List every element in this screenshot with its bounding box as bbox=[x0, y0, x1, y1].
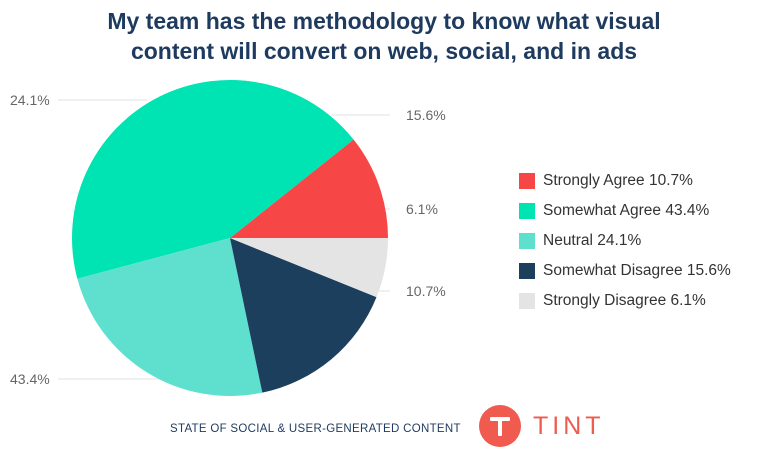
legend-label: Somewhat Disagree 15.6% bbox=[543, 262, 731, 279]
pie-slice-strongly-disagree bbox=[230, 238, 389, 298]
legend-item-strongly-disagree: Strongly Disagree 6.1% bbox=[519, 290, 731, 312]
legend-swatch bbox=[519, 293, 535, 309]
legend-swatch bbox=[519, 203, 535, 219]
legend-label: Neutral 24.1% bbox=[543, 232, 642, 249]
legend-swatch bbox=[519, 233, 535, 249]
legend-item-somewhat-agree: Somewhat Agree 43.4% bbox=[519, 200, 731, 222]
legend: Strongly Agree 10.7% Somewhat Agree 43.4… bbox=[519, 170, 731, 320]
legend-label: Somewhat Agree 43.4% bbox=[543, 202, 710, 219]
pie-slice-somewhat-disagree bbox=[230, 238, 377, 393]
legend-swatch bbox=[519, 173, 535, 189]
slice-percent-label: 10.7% bbox=[406, 283, 446, 299]
chart-title-line-1: My team has the methodology to know what… bbox=[107, 8, 661, 34]
legend-label: Strongly Disagree 6.1% bbox=[543, 292, 706, 309]
legend-label: Strongly Agree 10.7% bbox=[543, 172, 693, 189]
slice-percent-label: 6.1% bbox=[406, 201, 438, 217]
pie-slice-somewhat-agree bbox=[71, 79, 354, 279]
chart-title-line-2: content will convert on web, social, and… bbox=[130, 38, 638, 64]
legend-item-neutral: Neutral 24.1% bbox=[519, 230, 731, 252]
pie-slice-strongly-agree bbox=[230, 139, 389, 238]
slice-percent-label: 15.6% bbox=[406, 107, 446, 123]
chart-title: My team has the methodology to know what… bbox=[40, 6, 728, 66]
legend-item-strongly-agree: Strongly Agree 10.7% bbox=[519, 170, 731, 192]
legend-item-somewhat-disagree: Somewhat Disagree 15.6% bbox=[519, 260, 731, 282]
legend-swatch bbox=[519, 263, 535, 279]
tint-logo-text: TINT bbox=[533, 411, 605, 440]
tint-logo-icon bbox=[479, 405, 521, 447]
footer-source: STATE OF SOCIAL & USER-GENERATED CONTENT bbox=[170, 423, 461, 435]
slice-percent-label: 43.4% bbox=[10, 371, 50, 387]
pie-slice-neutral bbox=[77, 238, 263, 396]
slice-percent-label: 24.1% bbox=[10, 92, 50, 108]
tint-logo: TINT bbox=[479, 405, 605, 447]
